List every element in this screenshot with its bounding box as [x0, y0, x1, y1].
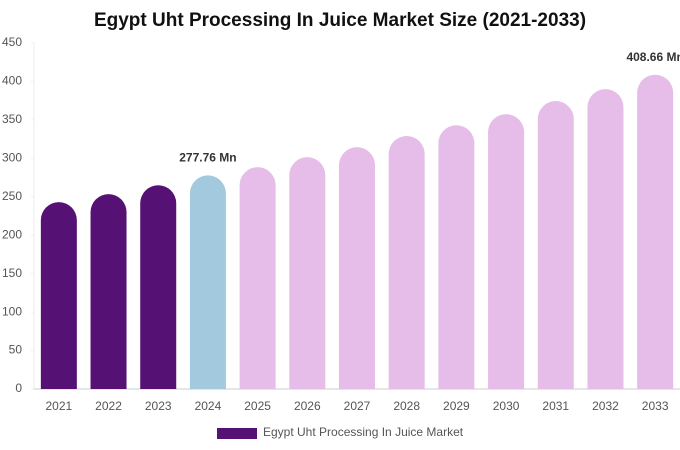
value-label: 277.76 Mn: [179, 151, 236, 165]
bar: [637, 74, 674, 390]
bar: [587, 89, 624, 389]
y-tick-label: 50: [9, 343, 23, 357]
x-tick-label: 2026: [294, 399, 321, 413]
bar: [537, 101, 574, 389]
bar: [239, 167, 276, 389]
bar: [289, 157, 326, 389]
y-tick-label: 250: [2, 189, 22, 203]
x-tick-label: 2031: [542, 399, 569, 413]
x-tick-label: 2029: [443, 399, 470, 413]
x-tick-label: 2023: [145, 399, 172, 413]
y-tick-label: 350: [2, 112, 22, 126]
bar: [140, 185, 177, 389]
x-tick-label: 2033: [642, 399, 669, 413]
legend-swatch: [217, 428, 257, 439]
bar: [189, 175, 226, 389]
bar: [40, 202, 77, 389]
y-tick-label: 300: [2, 151, 22, 165]
y-tick-label: 100: [2, 304, 22, 318]
y-tick-label: 450: [2, 35, 22, 49]
x-tick-label: 2027: [344, 399, 371, 413]
x-tick-label: 2028: [393, 399, 420, 413]
x-tick-label: 2025: [244, 399, 271, 413]
x-tick-label: 2021: [45, 399, 72, 413]
x-tick-label: 2024: [195, 399, 222, 413]
value-label: 408.66 Mn: [626, 50, 680, 64]
y-tick-label: 0: [15, 381, 22, 395]
bar: [339, 147, 375, 389]
bar: [90, 194, 127, 389]
y-tick-label: 200: [2, 227, 22, 241]
bar: [488, 114, 525, 389]
y-tick-label: 400: [2, 74, 22, 88]
legend-label: Egypt Uht Processing In Juice Market: [263, 425, 464, 439]
x-tick-label: 2022: [95, 399, 122, 413]
x-tick-label: 2030: [493, 399, 520, 413]
x-tick-label: 2032: [592, 399, 619, 413]
bar: [438, 125, 475, 389]
chart-title: Egypt Uht Processing In Juice Market Siz…: [94, 10, 586, 31]
y-tick-label: 150: [2, 266, 22, 280]
bar: [388, 136, 425, 389]
